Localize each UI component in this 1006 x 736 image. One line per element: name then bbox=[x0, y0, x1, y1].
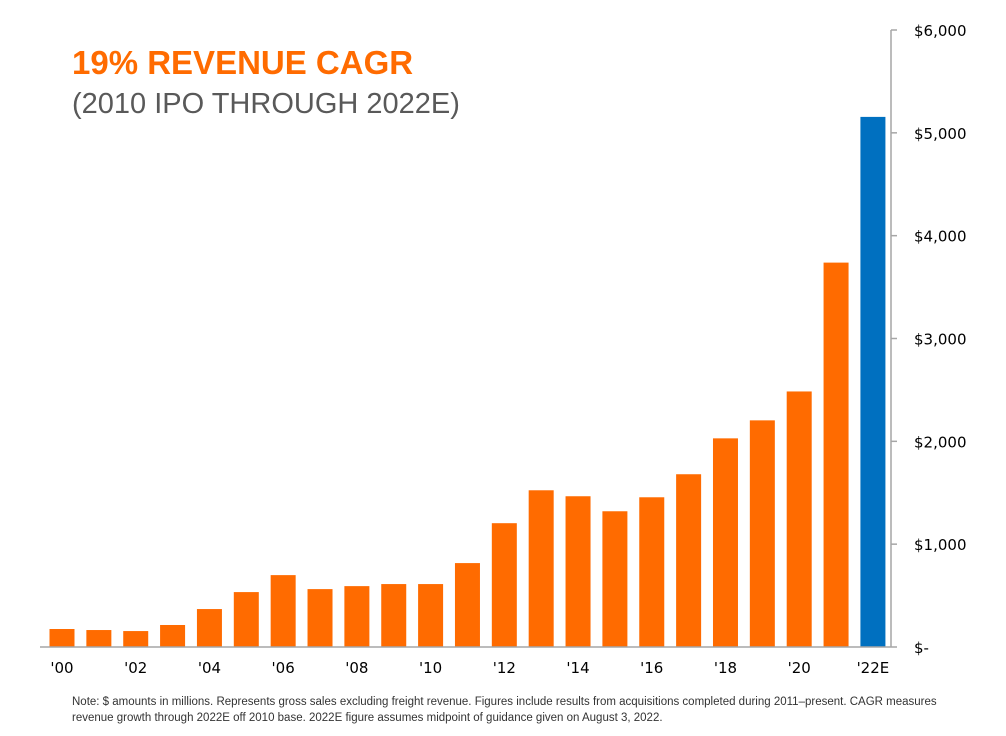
bar-15 bbox=[602, 511, 628, 647]
bar-09 bbox=[381, 584, 407, 647]
bar-05 bbox=[233, 592, 259, 647]
x-tick-label: '08 bbox=[345, 659, 368, 677]
bar-20 bbox=[786, 391, 812, 647]
bar-17 bbox=[676, 474, 702, 647]
bar-00 bbox=[49, 629, 75, 647]
bar-10 bbox=[418, 584, 444, 647]
x-tick-label: '14 bbox=[566, 659, 589, 677]
chart-title: 19% REVENUE CAGR bbox=[72, 44, 414, 81]
y-tick-label: $1,000 bbox=[914, 536, 967, 554]
bar-03 bbox=[160, 624, 186, 647]
y-tick-label: $- bbox=[914, 639, 929, 657]
x-tick-label: '12 bbox=[493, 659, 516, 677]
x-tick-label: '00 bbox=[50, 659, 73, 677]
bar-08 bbox=[344, 586, 370, 647]
bar-22E bbox=[860, 116, 886, 647]
x-tick-label: '04 bbox=[198, 659, 221, 677]
bar-02 bbox=[123, 631, 149, 647]
y-tick-label: $4,000 bbox=[914, 228, 967, 246]
x-tick-label: '02 bbox=[124, 659, 147, 677]
x-tick-label: '10 bbox=[419, 659, 442, 677]
x-tick-label: '06 bbox=[272, 659, 295, 677]
bar-01 bbox=[86, 630, 112, 647]
x-tick-label: '18 bbox=[714, 659, 737, 677]
bar-04 bbox=[196, 609, 222, 647]
y-tick-label: $5,000 bbox=[914, 125, 967, 143]
bar-18 bbox=[712, 438, 738, 647]
bar-13 bbox=[528, 490, 554, 647]
x-tick-label: '22E bbox=[857, 659, 890, 677]
bar-14 bbox=[565, 496, 591, 647]
bar-16 bbox=[639, 497, 665, 647]
bar-21 bbox=[823, 262, 849, 647]
x-tick-label: '16 bbox=[640, 659, 663, 677]
bar-19 bbox=[749, 420, 775, 647]
y-tick-label: $6,000 bbox=[914, 22, 967, 40]
y-tick-label: $3,000 bbox=[914, 331, 967, 349]
y-tick-label: $2,000 bbox=[914, 433, 967, 451]
bar-12 bbox=[491, 523, 517, 647]
bar-07 bbox=[307, 589, 333, 647]
chart-subtitle: (2010 IPO THROUGH 2022E) bbox=[72, 88, 460, 120]
footnote: Note: $ amounts in millions. Represents … bbox=[72, 696, 937, 724]
x-tick-label: '20 bbox=[788, 659, 811, 677]
bar-11 bbox=[454, 563, 480, 647]
bar-06 bbox=[270, 575, 296, 647]
